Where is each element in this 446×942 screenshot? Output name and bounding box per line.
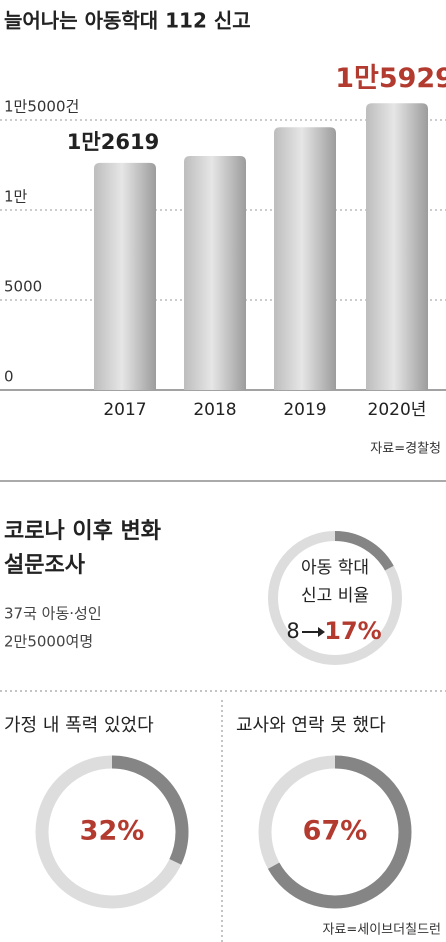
donut-arc — [111, 755, 189, 865]
bar — [274, 127, 336, 390]
subtitle: 37국 아동·성인 — [4, 605, 102, 623]
value-label: 1만5929건 — [335, 63, 446, 94]
value-label: 67% — [303, 816, 368, 847]
x-tick-label: 2019 — [283, 400, 326, 420]
chart-title: 교사와 연락 못 했다 — [236, 715, 386, 736]
chart-title: 설문조사 — [4, 553, 86, 578]
chart-title: 늘어나는 아동학대 112 신고 — [4, 9, 251, 33]
donut-arc — [334, 531, 394, 571]
y-tick-label: 1만 — [4, 188, 28, 206]
value-label: 8 — [286, 619, 299, 643]
x-tick-label: 2017 — [103, 400, 146, 420]
bar — [94, 162, 156, 390]
value-label: 32% — [80, 816, 145, 847]
arrow-head — [318, 627, 325, 637]
donut-arc — [267, 755, 412, 909]
source: 자료=세이브더칠드런 — [322, 923, 441, 938]
value-label: 1만2619 — [67, 130, 159, 154]
value-label: 17% — [324, 617, 381, 645]
chart-title: 가정 내 폭력 있었다 — [4, 715, 154, 736]
source: 자료=경찰청 — [370, 442, 441, 457]
bar — [366, 103, 428, 390]
x-tick-label: 2018 — [193, 400, 236, 420]
donut-label: 아동 학대 — [301, 558, 369, 578]
bar — [184, 156, 246, 390]
donut-label: 신고 비율 — [301, 586, 369, 606]
y-tick-label: 1만5000건 — [4, 98, 79, 116]
subtitle: 2만5000여명 — [4, 633, 93, 651]
x-tick-label: 2020년 — [368, 400, 427, 420]
y-tick-label: 5000 — [4, 278, 42, 296]
y-tick-label: 0 — [4, 368, 14, 386]
chart-title: 코로나 이후 변화 — [4, 519, 161, 544]
